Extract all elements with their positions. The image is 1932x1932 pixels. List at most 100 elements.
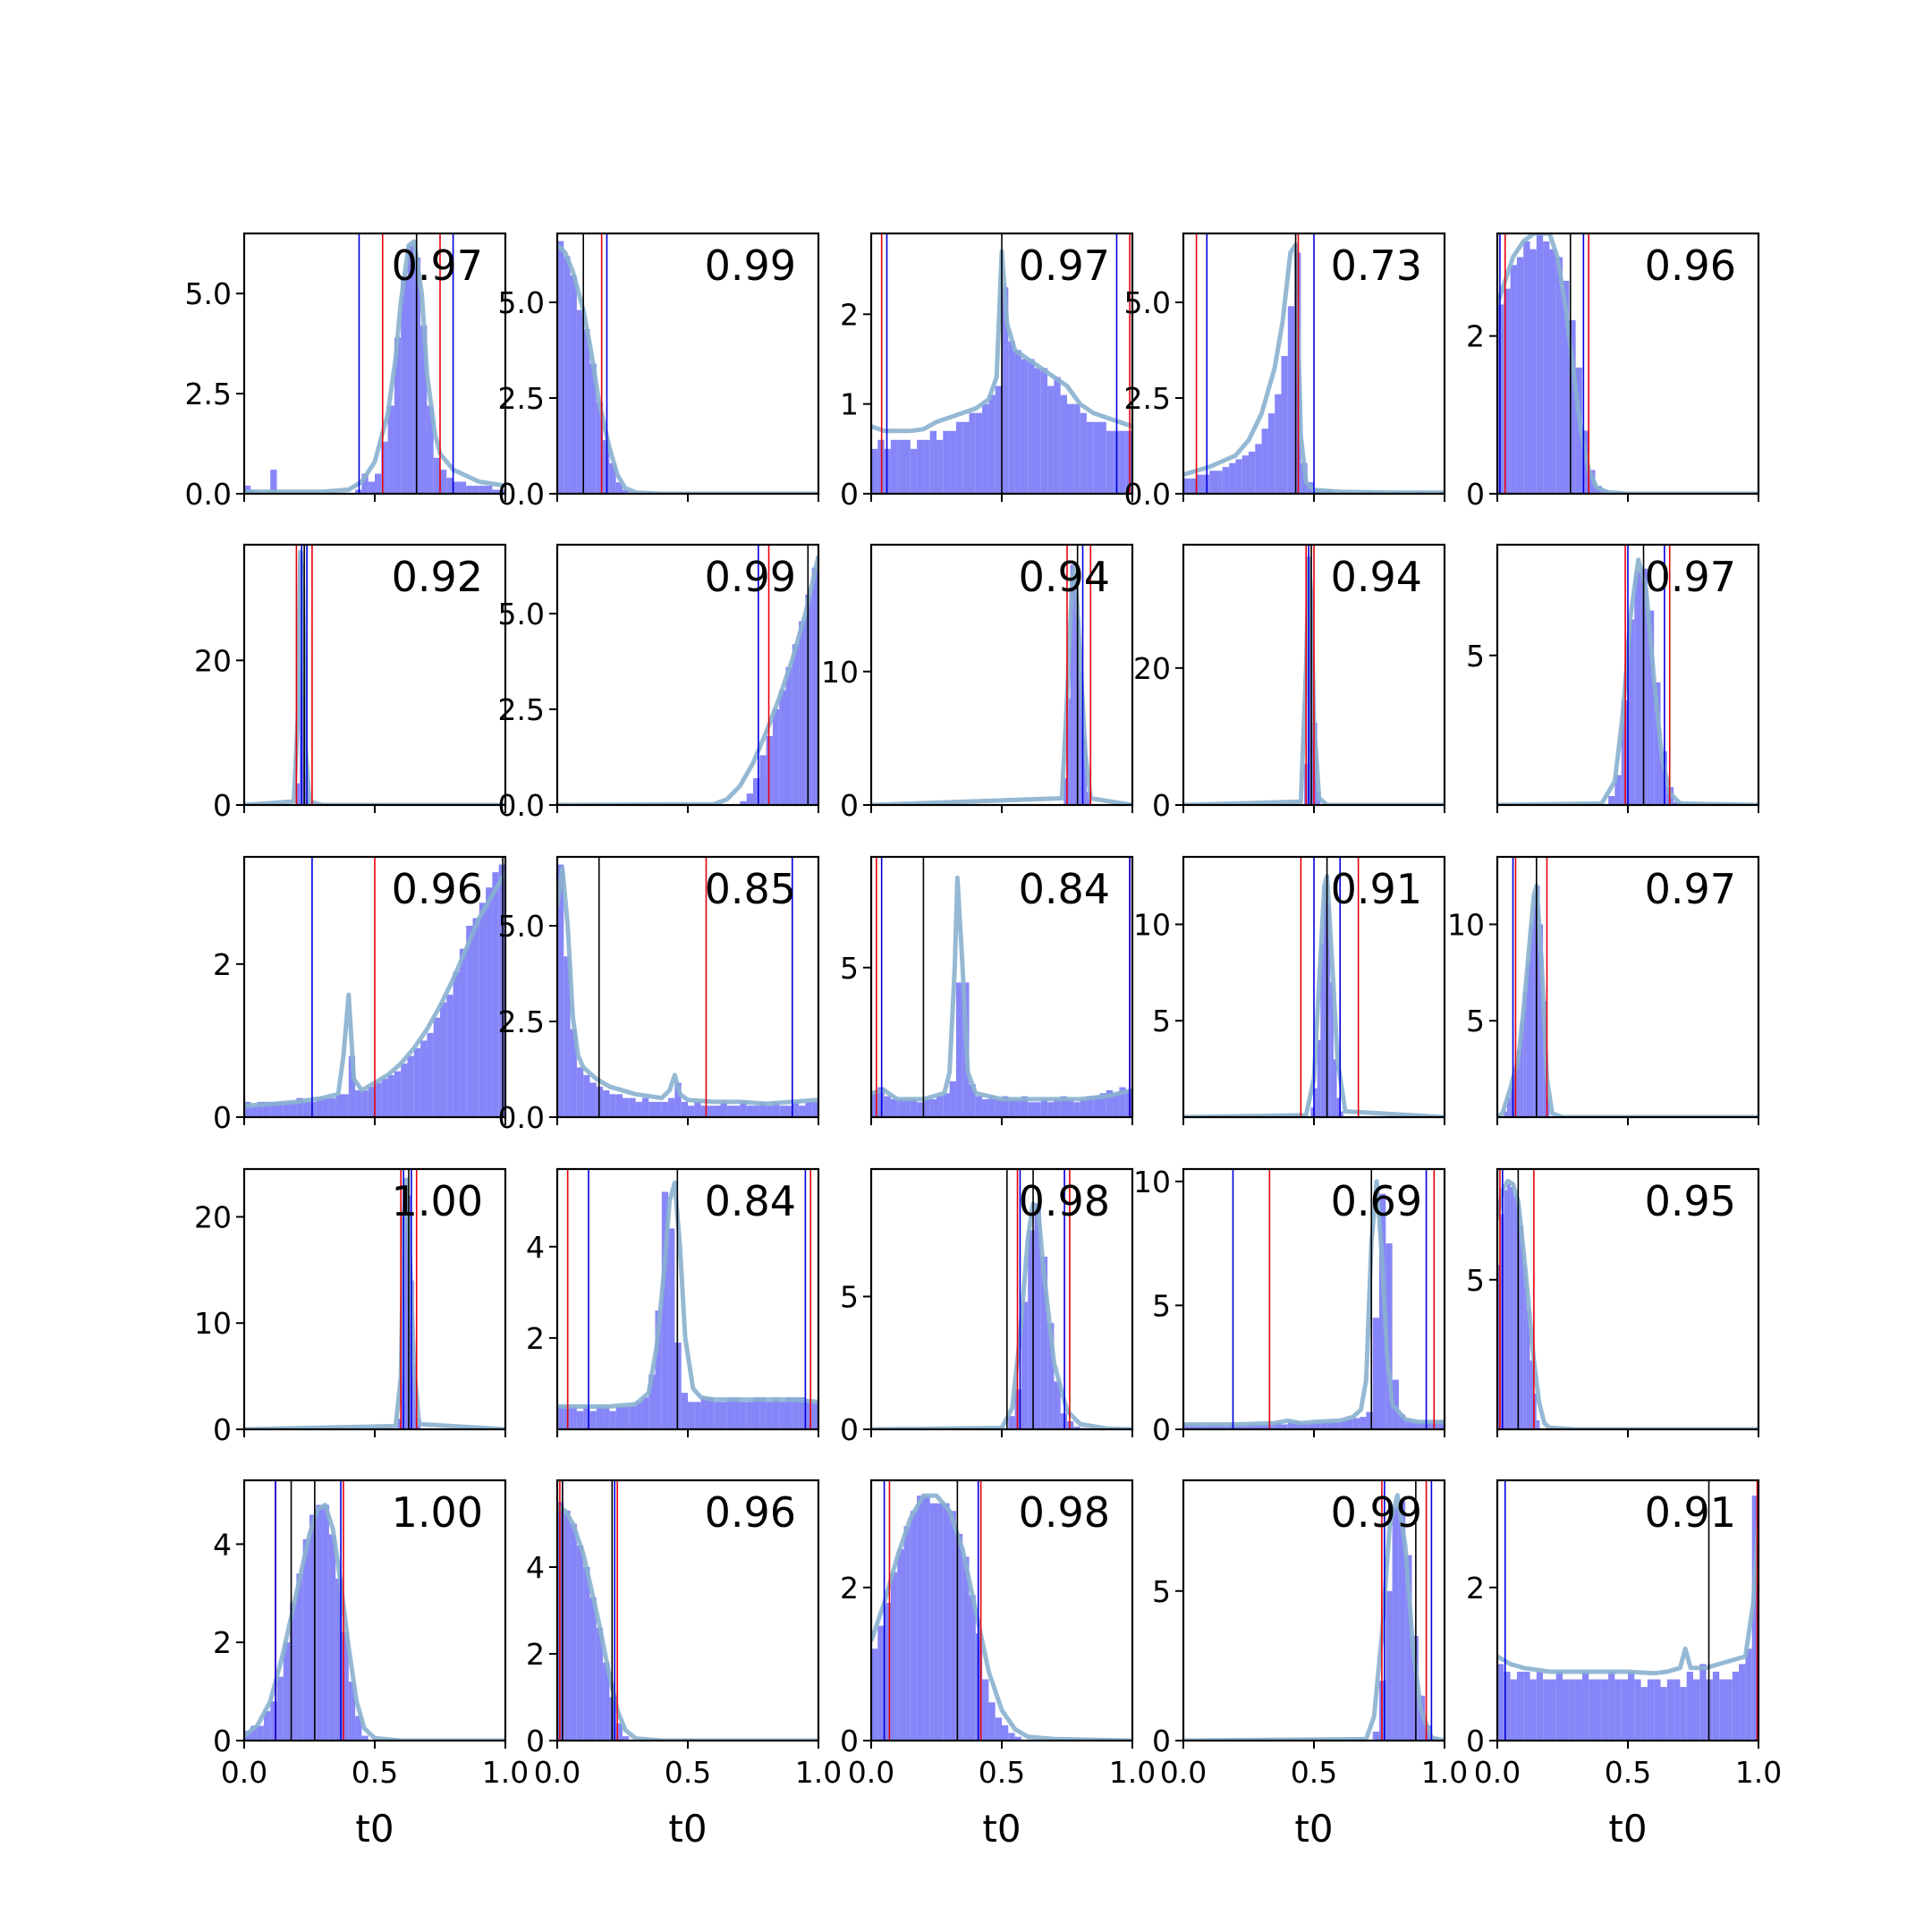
histogram-bar: [1536, 1671, 1544, 1741]
y-tick-label: 0.0: [498, 1100, 545, 1135]
kde-line: [1183, 1493, 1445, 1741]
histogram-bar: [897, 1098, 904, 1117]
histogram-bar: [753, 1397, 760, 1429]
score-label: 0.73: [1331, 242, 1422, 290]
histogram-bar: [1054, 1381, 1061, 1429]
histogram-bar: [1196, 474, 1203, 494]
histogram-bar: [1040, 1098, 1048, 1117]
histogram-bar: [1536, 886, 1540, 1117]
histogram-bar: [1209, 1424, 1216, 1429]
histogram-bar: [1523, 241, 1530, 494]
histogram-bar: [583, 1406, 590, 1429]
histogram-bar: [1385, 1590, 1393, 1741]
histogram-bar: [1530, 249, 1537, 494]
kde-line: [244, 1177, 505, 1429]
histogram-bar: [1034, 368, 1041, 494]
histogram-bar: [903, 439, 911, 494]
histogram-bar: [1183, 1424, 1191, 1429]
histogram-bar: [1352, 1418, 1360, 1429]
score-label: 1.00: [392, 1488, 483, 1537]
histogram-bar: [397, 1419, 402, 1429]
score-label: 0.98: [1019, 1177, 1110, 1225]
histogram-bar: [785, 1106, 792, 1117]
plot-area: [871, 1169, 1132, 1429]
histogram-bar: [263, 1711, 271, 1741]
panel-12: 0.0 2.5 5.0 0.85: [498, 855, 820, 1135]
histogram-bar: [805, 1101, 812, 1117]
histogram-bar: [1569, 1679, 1576, 1741]
histogram-bar: [1040, 1256, 1048, 1429]
histogram-bar: [1513, 1196, 1517, 1429]
histogram-bar: [1533, 895, 1537, 1117]
histogram-bar: [1093, 1096, 1100, 1117]
plot-area: [244, 233, 505, 494]
histogram-bar: [394, 1071, 402, 1117]
histogram-bar: [1083, 738, 1087, 805]
histogram-bar: [244, 1101, 251, 1117]
histogram-bar: [1411, 1421, 1419, 1429]
histogram-bar: [1504, 288, 1511, 494]
y-tick-label: 0.0: [185, 477, 232, 512]
histogram-bar: [1581, 1671, 1589, 1741]
histogram-bar: [1070, 564, 1074, 805]
histogram-bar: [700, 1106, 708, 1117]
histogram-bar: [655, 1101, 662, 1117]
x-tick-label: 0.0: [221, 1755, 267, 1790]
histogram-bar: [1340, 1111, 1343, 1117]
histogram-bar: [1317, 1039, 1321, 1117]
histogram-bar: [1654, 682, 1661, 805]
histogram-bar: [733, 1106, 741, 1117]
histogram-bar: [799, 621, 806, 805]
histogram-bar: [348, 1682, 356, 1741]
histogram-bar: [1536, 1419, 1540, 1429]
histogram-bar: [1028, 1230, 1035, 1429]
histogram-bar: [1712, 1671, 1720, 1741]
histogram-bar: [1196, 1424, 1203, 1429]
score-label: 0.96: [1645, 242, 1736, 290]
histogram-bar: [955, 982, 963, 1117]
histogram-bar: [1028, 1102, 1035, 1117]
histogram-bar: [759, 1397, 767, 1429]
histogram-bar: [1563, 1679, 1570, 1741]
histogram-bar: [955, 421, 963, 494]
histogram-bar: [890, 439, 898, 494]
y-tick-label: 2.5: [498, 1004, 545, 1039]
histogram-bar: [811, 1402, 818, 1429]
histogram-bar: [615, 1723, 623, 1741]
histogram-bar: [897, 439, 904, 494]
histogram-bar: [1680, 1687, 1687, 1741]
histogram-bar: [302, 1538, 309, 1741]
y-tick-label: 10: [821, 655, 859, 690]
histogram-bar: [949, 1511, 956, 1741]
histogram-bar: [479, 486, 487, 494]
y-tick-label: 2: [840, 1571, 859, 1606]
histogram-bar: [1034, 1203, 1041, 1429]
kde-line: [1497, 557, 1758, 805]
histogram-bar: [1222, 467, 1230, 494]
x-axis-label: t0: [1608, 1807, 1647, 1851]
histogram-bar: [407, 245, 414, 494]
histogram-bar: [316, 1097, 323, 1117]
kde-line: [244, 870, 505, 1108]
histogram-bar: [923, 439, 930, 494]
histogram-bar: [1516, 257, 1524, 494]
histogram-bar: [583, 328, 590, 494]
histogram-bar: [1739, 1664, 1746, 1741]
histogram-bar: [792, 644, 800, 805]
histogram-bar: [1539, 924, 1544, 1117]
histogram-bar: [1555, 1671, 1563, 1741]
plot-area: [1183, 233, 1445, 494]
plot-area: [557, 1169, 818, 1429]
histogram-bar: [1523, 1265, 1527, 1429]
x-tick-label: 0.0: [1160, 1755, 1207, 1790]
histogram-bar: [1113, 1093, 1120, 1117]
histogram-bar: [1190, 1424, 1197, 1429]
histogram-bar: [890, 1572, 898, 1741]
histogram-bar: [576, 309, 584, 494]
y-tick-label: 0.0: [1124, 477, 1171, 512]
histogram-bar: [871, 448, 878, 494]
histogram-bar: [1569, 320, 1576, 494]
histogram-bar: [433, 457, 440, 494]
y-tick-label: 0.0: [498, 477, 545, 512]
histogram-bar: [1222, 1425, 1230, 1429]
